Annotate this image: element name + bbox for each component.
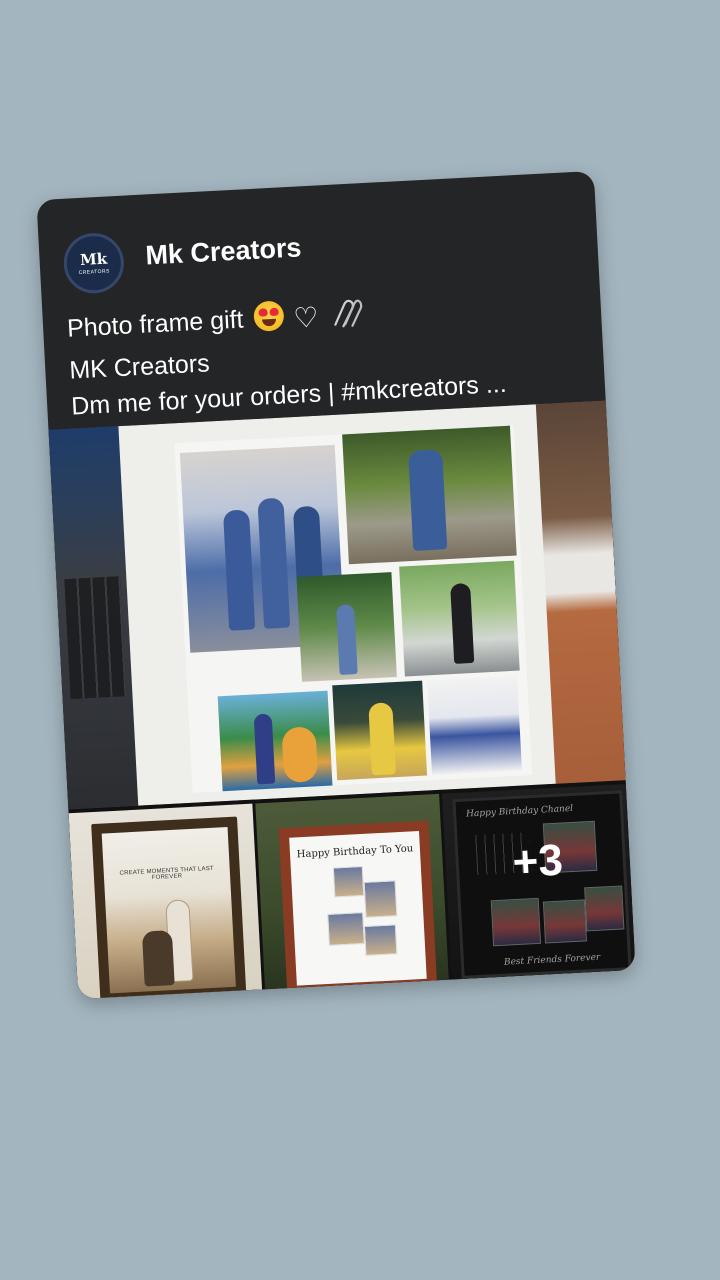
post-caption[interactable]: Photo frame gift ♡ MK Creators Dm me for… (66, 284, 591, 425)
thumbnail-photo-1[interactable]: CREATE MOMENTS THAT LAST FOREVER (68, 803, 263, 1000)
main-photo[interactable] (48, 400, 626, 810)
thumbnail-1-text: CREATE MOMENTS THAT LAST FOREVER (119, 865, 215, 882)
thumbnail-2-text: Happy Birthday To You (296, 843, 414, 861)
more-photos-overlay[interactable]: +3 (442, 784, 636, 980)
collage-photo (399, 560, 520, 677)
collage-photo (332, 680, 428, 781)
more-photos-count: +3 (511, 835, 565, 888)
thumbnail-photo-2[interactable]: Happy Birthday To You (255, 793, 449, 990)
caption-text-1: Photo frame gift (66, 305, 245, 343)
collage-frame (118, 404, 558, 806)
collage-photo (427, 675, 522, 776)
post-card[interactable]: Mk CREATORS Mk Creators Photo frame gift… (36, 170, 636, 1000)
page-name[interactable]: Mk Creators (144, 232, 303, 271)
post-media-grid: CREATE MOMENTS THAT LAST FOREVER Happy B… (48, 400, 636, 1000)
avatar-logo-subtext: CREATORS (78, 267, 111, 276)
collage-photo (342, 425, 517, 565)
white-heart-emoji-icon: ♡ (292, 301, 320, 334)
page-avatar[interactable]: Mk CREATORS (62, 231, 126, 295)
thumbnail-row: CREATE MOMENTS THAT LAST FOREVER Happy B… (68, 784, 636, 1000)
collage-photo (296, 572, 397, 682)
post-header: Mk CREATORS Mk Creators Photo frame gift… (36, 171, 605, 430)
collage-photo (217, 690, 333, 792)
caption-line-1: Photo frame gift ♡ (66, 284, 587, 353)
paperclips-emoji-icon (328, 297, 364, 339)
heart-eyes-emoji-icon (253, 300, 286, 332)
avatar-logo-text: Mk (79, 249, 108, 269)
